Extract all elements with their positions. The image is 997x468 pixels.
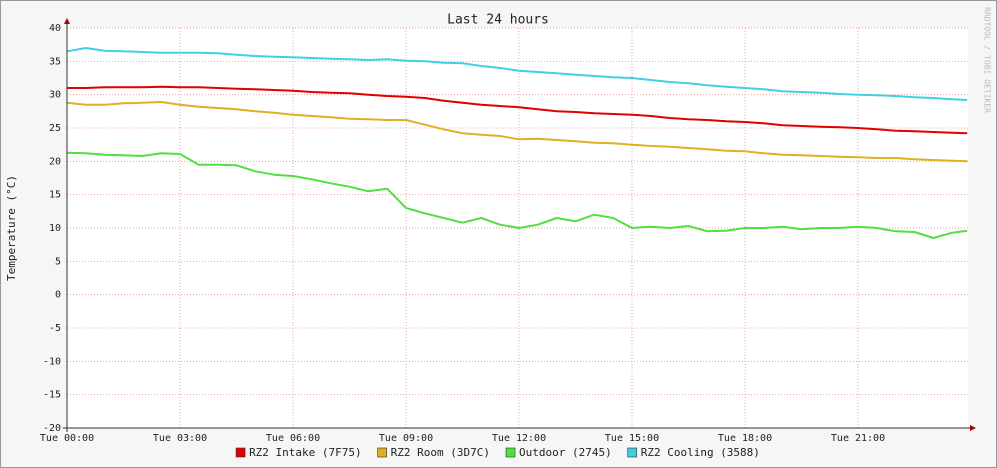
x-tick-label: Tue 06:00 bbox=[266, 433, 320, 444]
series-line bbox=[66, 47, 968, 101]
legend-swatch bbox=[235, 447, 246, 458]
y-tick-label: 25 bbox=[49, 123, 61, 134]
series-line bbox=[66, 101, 968, 163]
legend-swatch bbox=[627, 447, 638, 458]
line-layer bbox=[66, 47, 968, 239]
legend-label: RZ2 Cooling (3588) bbox=[641, 446, 760, 459]
y-axis-label: Temperature (°C) bbox=[5, 175, 18, 281]
watermark: RRDTOOL / TOBI OETIKER bbox=[983, 7, 992, 113]
series-line bbox=[67, 85, 968, 135]
x-tick-label: Tue 09:00 bbox=[379, 433, 433, 444]
y-tick-label: -10 bbox=[43, 356, 61, 367]
x-axis-arrow bbox=[970, 425, 976, 431]
y-axis-arrow bbox=[64, 18, 70, 24]
y-tick-label: -20 bbox=[43, 423, 61, 434]
tick-layer: -20 -15 -10 -5 0 5 10 15 20 25 30 35 40 Tue 00:00 Tue … bbox=[40, 23, 885, 444]
legend-item: RZ2 Cooling (3588) bbox=[627, 446, 760, 459]
y-tick-label: -15 bbox=[43, 390, 61, 401]
y-tick-label: 0 bbox=[55, 290, 61, 301]
legend-item: Outdoor (2745) bbox=[505, 446, 612, 459]
legend-swatch bbox=[377, 447, 387, 458]
y-tick-label: -5 bbox=[49, 323, 61, 334]
x-tick-label: Tue 18:00 bbox=[718, 433, 772, 444]
x-tick-label: Tue 15:00 bbox=[605, 433, 659, 444]
legend-label: RZ2 Room (3D7C) bbox=[391, 446, 490, 459]
legend: RZ2 Intake (7F75) RZ2 Room (3D7C) Outdoor … bbox=[235, 446, 760, 459]
y-tick-label: 30 bbox=[49, 90, 61, 101]
x-tick-label: Tue 03:00 bbox=[153, 433, 207, 444]
chart-title: Last 24 hours bbox=[447, 13, 549, 28]
y-tick-label: 10 bbox=[49, 223, 61, 234]
legend-swatch bbox=[505, 447, 516, 458]
x-tick-label: Tue 00:00 bbox=[40, 433, 94, 444]
x-tick-label: Tue 21:00 bbox=[831, 433, 885, 444]
series-line bbox=[66, 151, 968, 239]
x-tick-label: Tue 12:00 bbox=[492, 433, 546, 444]
legend-item: RZ2 Intake (7F75) bbox=[235, 446, 362, 459]
legend-item: RZ2 Room (3D7C) bbox=[377, 446, 490, 459]
y-tick-label: 35 bbox=[49, 56, 61, 67]
y-tick-label: 15 bbox=[49, 190, 61, 201]
legend-label: RZ2 Intake (7F75) bbox=[249, 446, 362, 459]
y-tick-label: 20 bbox=[49, 156, 61, 167]
y-tick-label: 40 bbox=[49, 23, 61, 34]
legend-label: Outdoor (2745) bbox=[519, 446, 612, 459]
y-tick-label: 5 bbox=[55, 256, 61, 267]
